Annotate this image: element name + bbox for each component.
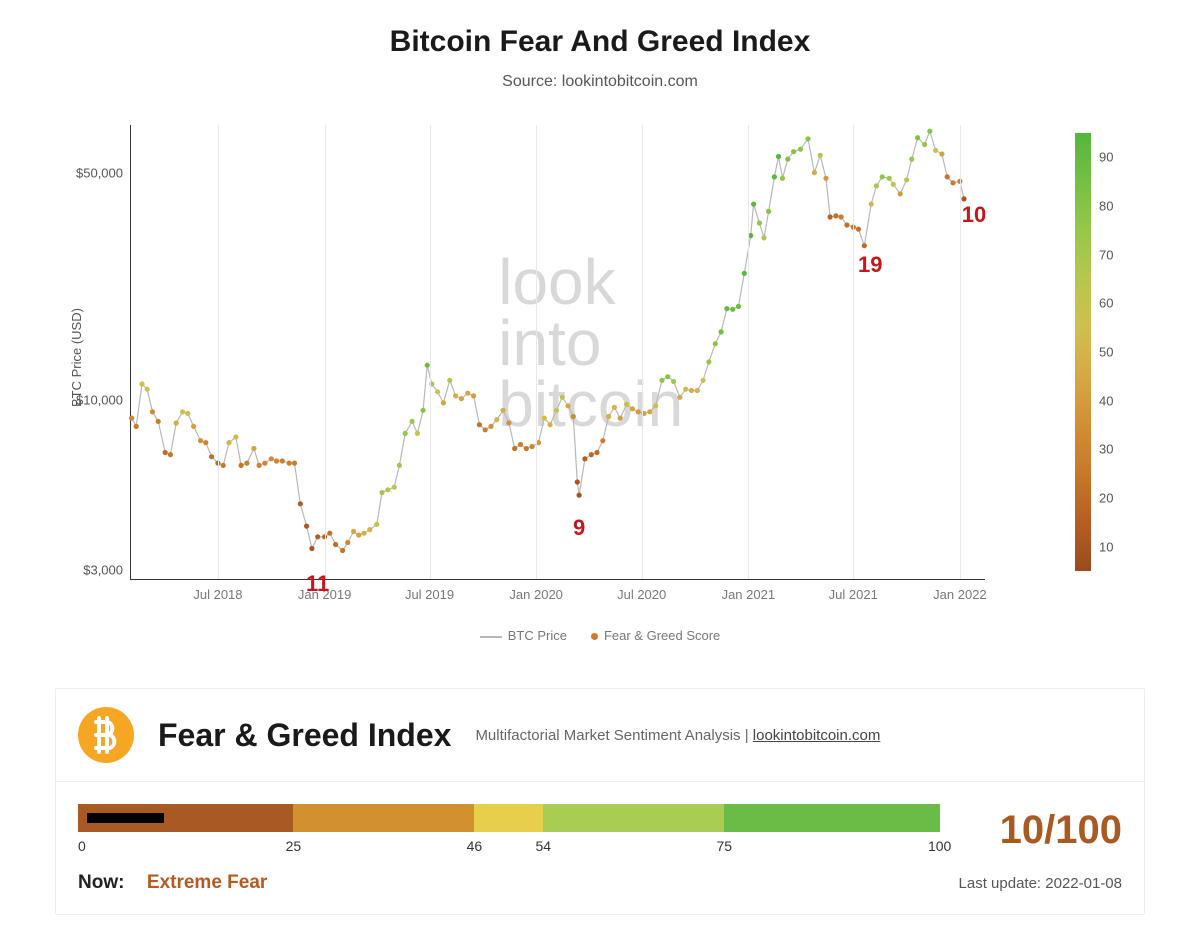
gauge-tick: 54 xyxy=(535,838,551,854)
x-tick: Jan 2021 xyxy=(722,579,776,602)
chart-plot-area: lookintobitcoin BTC Price (USD) $3,000$1… xyxy=(130,125,985,580)
index-card: Fear & Greed Index Multifactorial Market… xyxy=(55,688,1145,915)
y-tick: $50,000 xyxy=(76,165,131,180)
y-tick: $3,000 xyxy=(83,563,131,578)
chart-container: Bitcoin Fear And Greed Index Source: loo… xyxy=(0,0,1200,660)
score-value: 10/100 xyxy=(1000,808,1122,853)
x-tick: Jan 2022 xyxy=(933,579,987,602)
card-title: Fear & Greed Index xyxy=(158,717,451,754)
gauge-scale: 025465475100 xyxy=(78,838,940,856)
bitcoin-icon xyxy=(78,707,134,763)
card-header: Fear & Greed Index Multifactorial Market… xyxy=(56,689,1144,782)
x-tick: Jul 2021 xyxy=(829,579,878,602)
x-tick: Jul 2019 xyxy=(405,579,454,602)
colorbar-tick: 70 xyxy=(1091,247,1113,262)
gauge-tick: 0 xyxy=(78,838,86,854)
chart-title: Bitcoin Fear And Greed Index xyxy=(0,25,1200,59)
x-tick: Jul 2020 xyxy=(617,579,666,602)
gauge-tick: 100 xyxy=(928,838,951,854)
gauge-tick: 25 xyxy=(286,838,302,854)
gauge-segment xyxy=(543,804,724,832)
gauge-segment xyxy=(293,804,474,832)
gauge-segment xyxy=(724,804,939,832)
now-value: Extreme Fear xyxy=(147,872,267,893)
x-tick: Jan 2019 xyxy=(298,579,352,602)
gridline xyxy=(960,125,961,579)
card-body: 0 25 46 54 75 100 10/100 xyxy=(56,782,1144,866)
legend-item: BTC Price xyxy=(480,628,567,643)
x-tick: Jul 2018 xyxy=(193,579,242,602)
legend-dot-icon xyxy=(591,633,598,640)
now-row: Now: Extreme Fear xyxy=(78,872,267,894)
colorbar-tick: 10 xyxy=(1091,539,1113,554)
gridline xyxy=(430,125,431,579)
gauge-bar xyxy=(78,804,940,832)
card-subtitle-prefix: Multifactorial Market Sentiment Analysis… xyxy=(475,727,752,744)
price-series xyxy=(131,125,986,580)
gauge: 025465475100 xyxy=(78,804,940,856)
legend-label: BTC Price xyxy=(508,628,567,643)
legend-item: Fear & Greed Score xyxy=(591,628,720,643)
gridline xyxy=(218,125,219,579)
card-subtitle: Multifactorial Market Sentiment Analysis… xyxy=(475,727,880,744)
gridline xyxy=(748,125,749,579)
colorbar-tick: 30 xyxy=(1091,442,1113,457)
legend-label: Fear & Greed Score xyxy=(604,628,720,643)
gridline xyxy=(325,125,326,579)
colorbar-tick: 80 xyxy=(1091,199,1113,214)
gridline xyxy=(642,125,643,579)
legend: BTC Price Fear & Greed Score xyxy=(0,628,1200,643)
gridline xyxy=(853,125,854,579)
legend-line-icon xyxy=(480,636,502,638)
colorbar-tick: 40 xyxy=(1091,393,1113,408)
colorbar-tick: 90 xyxy=(1091,150,1113,165)
colorbar: 102030405060708090 xyxy=(1075,133,1091,571)
gauge-segment xyxy=(474,804,543,832)
card-footer: Now: Extreme Fear Last update: 2022-01-0… xyxy=(56,866,1144,914)
gauge-marker xyxy=(87,813,165,823)
y-tick: $10,000 xyxy=(76,393,131,408)
gauge-tick: 46 xyxy=(467,838,483,854)
colorbar-tick: 50 xyxy=(1091,345,1113,360)
colorbar-tick: 60 xyxy=(1091,296,1113,311)
gauge-tick: 75 xyxy=(716,838,732,854)
chart-subtitle: Source: lookintobitcoin.com xyxy=(0,73,1200,91)
colorbar-tick: 20 xyxy=(1091,491,1113,506)
gridline xyxy=(536,125,537,579)
now-label: Now: xyxy=(78,872,124,893)
x-tick: Jan 2020 xyxy=(509,579,563,602)
source-link[interactable]: lookintobitcoin.com xyxy=(753,727,881,744)
last-update: Last update: 2022-01-08 xyxy=(959,875,1122,892)
